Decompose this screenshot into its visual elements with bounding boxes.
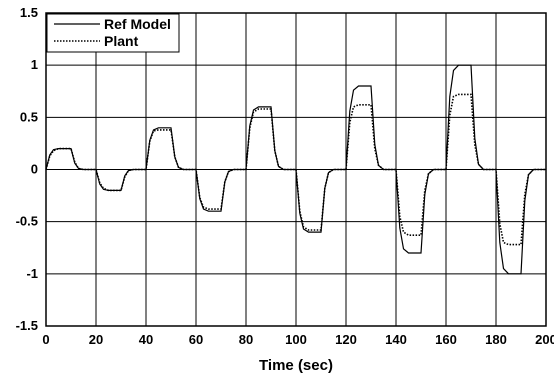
x-tick-labels: 0 20 40 60 80 100 120 140 160 180 200 [42,332,554,347]
series-lines [45,64,546,275]
x-tick-label: 100 [285,332,307,347]
y-tick-label: 0 [31,162,38,177]
y-tick-labels: -1.5 -1 -0.5 0 0.5 1 1.5 [16,5,38,333]
x-tick-label: 200 [535,332,554,347]
legend-label-plant: Plant [104,33,139,49]
y-tick-label: -0.5 [16,214,38,229]
x-tick-label: 80 [239,332,253,347]
x-tick-label: 160 [435,332,457,347]
y-tick-label: 1.5 [20,5,38,20]
legend: Ref Model Plant [46,13,180,53]
legend-label-ref-model: Ref Model [104,16,171,32]
x-tick-label: 140 [385,332,407,347]
x-tick-label: 40 [139,332,153,347]
plot-frame [45,12,547,327]
y-tick-label: -1 [26,266,38,281]
y-tick-label: 0.5 [20,109,38,124]
x-tick-label: 20 [89,332,103,347]
x-tick-label: 0 [42,332,49,347]
legend-box [46,13,180,53]
series-line-plant [45,93,546,246]
x-tick-label: 60 [189,332,203,347]
x-tick-label: 180 [485,332,507,347]
y-tick-label: 1 [31,57,38,72]
y-tick-label: -1.5 [16,318,38,333]
x-axis-label: Time (sec) [259,357,333,374]
x-tick-label: 120 [335,332,357,347]
